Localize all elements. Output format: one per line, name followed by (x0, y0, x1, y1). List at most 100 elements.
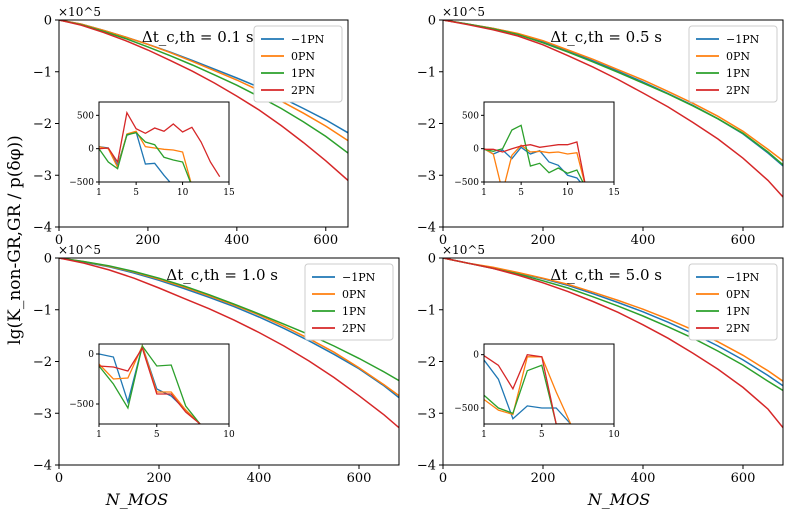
inset-x-tick-label: 10 (223, 430, 235, 440)
inset-y-tick-label: −500 (69, 178, 94, 188)
inset-x-tick-label: 10 (177, 188, 189, 198)
inset-frame (483, 343, 615, 425)
y-tick-label: 0 (44, 14, 52, 29)
inset-x-tick-label: 1 (481, 188, 487, 198)
inset-series-line-0PN (484, 356, 572, 424)
chart-panel-2: 0 200 400 600 0 −1 −2 −3 −4 ×10^5 Δt_c,th = 0.5 s −… (417, 5, 784, 248)
inset-y-tick-label: 0 (473, 351, 479, 361)
series-line-2PN (443, 258, 783, 429)
x-tick-label: 600 (347, 471, 372, 486)
inset-background (484, 102, 614, 182)
legend-label-1PN: 1PN (726, 305, 750, 318)
inset-y-tick-label: 0 (88, 145, 94, 155)
x-tick-label: 600 (731, 471, 756, 486)
y-tick-label: 0 (428, 14, 436, 29)
x-axis-label-left: N_MOS (105, 490, 169, 509)
y-tick-label: −4 (417, 459, 436, 474)
legend-label-2PN: 2PN (726, 322, 750, 335)
inset-series-line-1PN (99, 344, 201, 424)
y-tick-label: −1 (33, 65, 52, 80)
y-tick-label: −1 (417, 303, 436, 318)
x-tick-label: 200 (531, 471, 556, 486)
legend-label-2PN: 2PN (291, 84, 315, 97)
legend-box (253, 25, 343, 103)
y-tick-label: −3 (33, 169, 52, 184)
inset-y-tick-label: 0 (88, 350, 94, 360)
inset-chart: 1 5 10 0 −500 (69, 343, 235, 440)
inset-x-tick-label: 15 (608, 188, 620, 198)
y-tick-label: −3 (33, 407, 52, 422)
inset-series-line-−1PN (484, 359, 572, 424)
inset-x-tick-label: 1 (96, 430, 102, 440)
legend-label-1PN: 1PN (726, 67, 750, 80)
series-line-0PN (443, 258, 783, 382)
inset-background (99, 344, 229, 424)
chart-title: Δt_c,th = 0.5 s (550, 28, 662, 46)
inset-x-tick-label: 1 (481, 430, 487, 440)
legend-box (304, 263, 394, 341)
legend: −1PN 0PN 1PN 2PN (304, 263, 394, 341)
inset-x-tick-label: 1 (96, 188, 102, 198)
legend: −1PN 0PN 1PN 2PN (253, 25, 343, 103)
y-tick-label: −4 (33, 221, 52, 236)
x-tick-label: 200 (147, 471, 172, 486)
chart-panel-3: 0 200 400 600 0 −1 −2 −3 −4 ×10^5 Δt_c,th = 1.0 s −… (33, 243, 400, 486)
legend-box (688, 25, 778, 103)
inset-x-tick-label: 5 (133, 188, 139, 198)
inset-series-line-2PN (99, 110, 221, 178)
legend-label-−1PN: −1PN (726, 33, 760, 46)
chart-panel-4: 0 200 400 600 0 −1 −2 −3 −4 ×10^5 Δt_c,th = 5.0 s −… (417, 243, 784, 486)
y-tick-label: 0 (44, 252, 52, 267)
x-tick-label: 400 (631, 471, 656, 486)
inset-series-line-2PN (99, 346, 201, 424)
inset-series-line-2PN (484, 353, 571, 424)
inset-x-tick-label: 10 (608, 430, 620, 440)
inset-background (99, 102, 229, 182)
y-tick-label: −3 (417, 169, 436, 184)
inset-series-line-1PN (484, 124, 584, 182)
x-tick-label: 200 (136, 233, 161, 248)
inset-series-line-1PN (99, 131, 192, 182)
x-tick-label: 0 (55, 233, 63, 248)
legend-label-2PN: 2PN (726, 84, 750, 97)
y-tick-label: −3 (417, 407, 436, 422)
legend: −1PN 0PN 1PN 2PN (688, 263, 778, 341)
y-tick-label: −1 (417, 65, 436, 80)
inset-x-tick-label: 5 (154, 430, 160, 440)
legend-label-0PN: 0PN (726, 50, 750, 63)
legend: −1PN 0PN 1PN 2PN (688, 25, 778, 103)
y-tick-label: −1 (33, 303, 52, 318)
legend-label-−1PN: −1PN (291, 33, 325, 46)
inset-y-tick-label: 500 (77, 111, 94, 121)
series-line-0PN (59, 20, 348, 142)
y-tick-label: −4 (33, 459, 52, 474)
x-tick-label: 600 (731, 233, 756, 248)
inset-x-tick-label: 10 (562, 188, 574, 198)
axis-multiplier: ×10^5 (58, 5, 101, 19)
x-tick-label: 400 (631, 233, 656, 248)
axis-multiplier: ×10^5 (442, 243, 485, 257)
inset-y-tick-label: −500 (454, 404, 479, 414)
inset-series-line-0PN (99, 130, 192, 182)
legend-label-1PN: 1PN (291, 67, 315, 80)
series-line-1PN (59, 258, 399, 382)
y-tick-label: −2 (33, 117, 52, 132)
inset-y-tick-label: −500 (454, 178, 479, 188)
inset-y-tick-label: 0 (473, 145, 479, 155)
inset-series-line-0PN (484, 144, 586, 182)
y-tick-label: −2 (417, 355, 436, 370)
legend-label-2PN: 2PN (342, 322, 366, 335)
series-line-1PN (443, 20, 783, 166)
x-tick-label: 0 (439, 471, 447, 486)
chart-title: Δt_c,th = 5.0 s (550, 266, 662, 284)
series-line-2PN (59, 258, 399, 429)
inset-frame (483, 101, 615, 183)
inset-series-line-−1PN (484, 146, 582, 182)
y-tick-label: 0 (428, 252, 436, 267)
legend-label-−1PN: −1PN (726, 271, 760, 284)
series-line-2PN (59, 20, 348, 181)
axis-multiplier: ×10^5 (442, 5, 485, 19)
